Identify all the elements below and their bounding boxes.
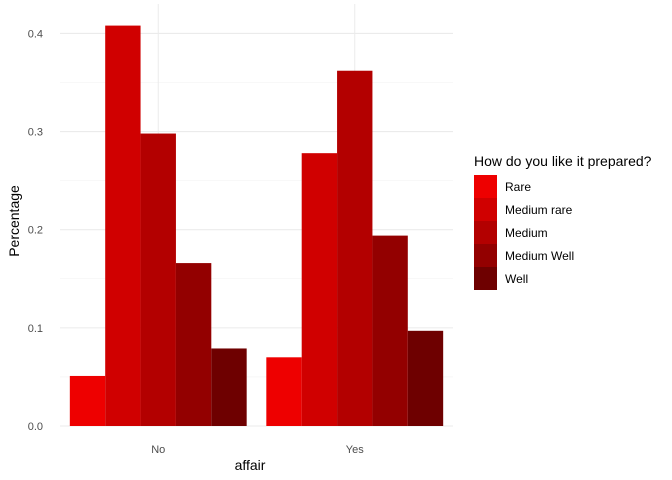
legend-label: Rare: [505, 180, 531, 194]
legend-label: Well: [505, 272, 528, 286]
x-tick-label: No: [151, 444, 165, 456]
y-tick-label: 0.1: [28, 323, 43, 335]
y-tick-label: 0.2: [28, 225, 43, 237]
legend-swatch: [474, 221, 497, 244]
legend-label: Medium rare: [505, 203, 573, 217]
bar-well-yes: [407, 330, 444, 426]
legend-label: Medium: [505, 226, 548, 240]
legend-swatch: [474, 244, 497, 267]
y-tick-label: 0.0: [28, 421, 43, 433]
y-tick-label: 0.4: [28, 28, 43, 40]
legend: How do you like it prepared? Rare Medium …: [474, 153, 652, 290]
legend-swatch: [474, 267, 497, 290]
x-axis-ticks: No Yes: [151, 444, 364, 456]
bar-rare-no: [69, 375, 106, 426]
bar-rare-yes: [266, 357, 302, 426]
bar-medium-well-no: [175, 263, 212, 426]
x-tick-label: Yes: [346, 444, 364, 456]
y-axis-ticks: 0.0 0.1 0.2 0.3 0.4: [28, 28, 43, 433]
bar-medium-rare-no: [105, 25, 141, 426]
bar-medium-no: [140, 133, 176, 426]
legend-items: Rare Medium rare Medium Medium Well Well: [474, 175, 574, 290]
legend-title: How do you like it prepared?: [474, 153, 652, 169]
bar-medium-rare-yes: [301, 153, 338, 426]
legend-label: Medium Well: [505, 249, 574, 263]
legend-swatch: [474, 198, 497, 221]
y-tick-label: 0.3: [28, 127, 43, 139]
bar-medium-yes: [337, 70, 373, 426]
bar-well-no: [211, 348, 247, 426]
x-axis-title: affair: [235, 457, 266, 473]
y-axis-title: Percentage: [6, 185, 22, 257]
legend-swatch: [474, 175, 497, 198]
bar-medium-well-yes: [372, 235, 408, 426]
bars: [69, 25, 444, 426]
